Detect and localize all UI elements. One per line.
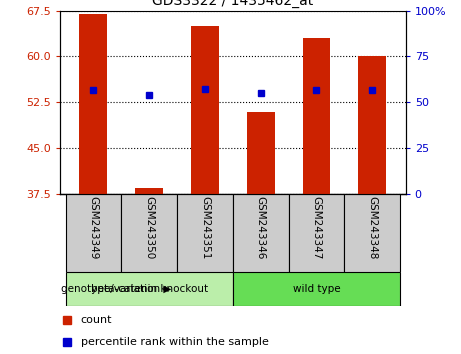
Text: GSM243346: GSM243346 bbox=[256, 196, 266, 260]
Bar bbox=[233, 272, 400, 306]
Text: GSM243351: GSM243351 bbox=[200, 196, 210, 260]
Text: GSM243348: GSM243348 bbox=[367, 196, 377, 260]
Bar bbox=[358, 57, 386, 194]
Bar bbox=[177, 194, 233, 272]
Text: wild type: wild type bbox=[293, 284, 340, 294]
Bar bbox=[121, 194, 177, 272]
Bar bbox=[302, 38, 331, 194]
Text: percentile rank within the sample: percentile rank within the sample bbox=[81, 337, 269, 347]
Text: GSM243347: GSM243347 bbox=[312, 196, 321, 260]
Title: GDS3322 / 1435462_at: GDS3322 / 1435462_at bbox=[152, 0, 313, 8]
Text: GSM243350: GSM243350 bbox=[144, 196, 154, 260]
Bar bbox=[191, 26, 219, 194]
Text: beta-catenin knockout: beta-catenin knockout bbox=[91, 284, 208, 294]
Text: GSM243349: GSM243349 bbox=[89, 196, 98, 260]
Bar bbox=[135, 188, 163, 194]
Bar bbox=[233, 194, 289, 272]
Bar bbox=[289, 194, 344, 272]
Bar bbox=[247, 112, 275, 194]
Bar bbox=[65, 194, 121, 272]
Bar bbox=[65, 272, 233, 306]
Text: genotype/variation ▶: genotype/variation ▶ bbox=[61, 284, 171, 294]
Bar bbox=[344, 194, 400, 272]
Bar bbox=[79, 14, 107, 194]
Text: count: count bbox=[81, 315, 112, 325]
